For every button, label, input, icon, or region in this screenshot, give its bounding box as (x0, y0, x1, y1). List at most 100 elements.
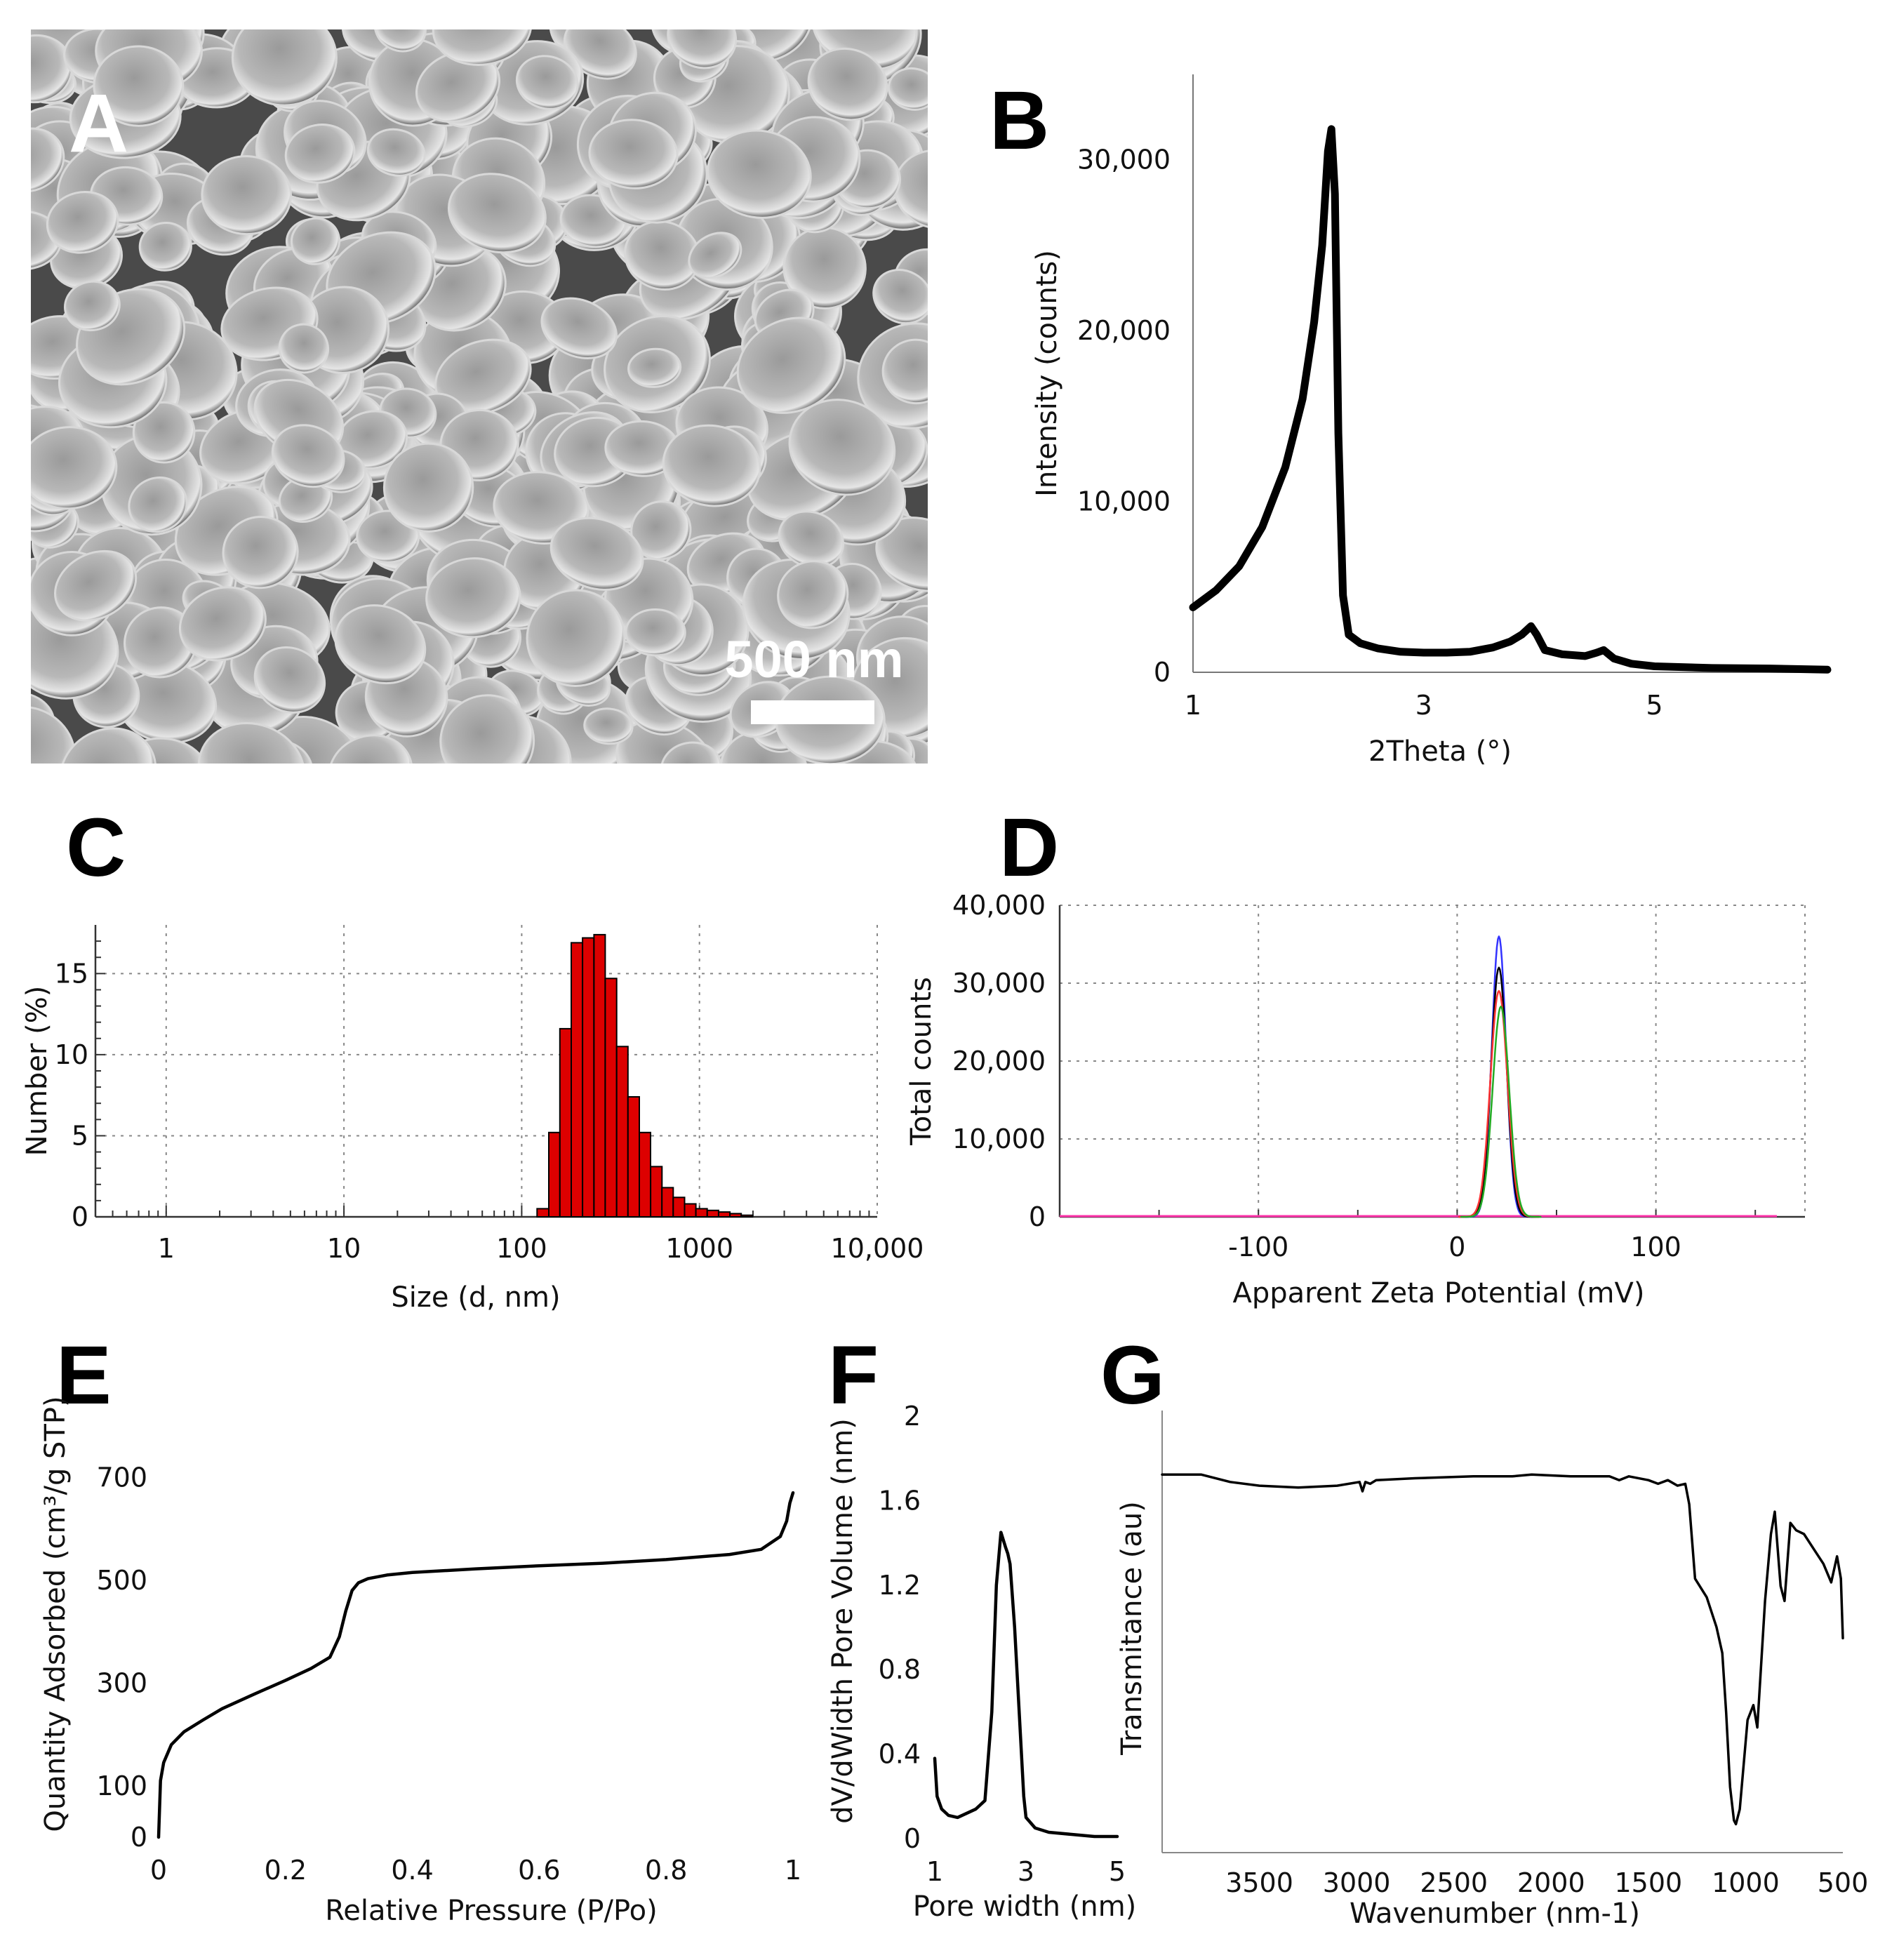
sem-particle (777, 560, 849, 629)
f-y-tick-label: 2 (904, 1401, 921, 1432)
sem-particle (688, 232, 742, 279)
d-series-line-1 (1458, 935, 1540, 1218)
sem-particle (667, 29, 738, 69)
sem-particle (231, 29, 338, 107)
f-y-tick-label: 0.4 (879, 1739, 921, 1770)
e-y-tick-label: 100 (96, 1771, 147, 1801)
c-y-tick-label: 0 (72, 1201, 88, 1232)
b-y-tick-label: 0 (1154, 657, 1171, 688)
c-histogram-bar (582, 937, 595, 1218)
sem-particle (625, 608, 686, 657)
sem-particle (515, 55, 579, 110)
b-series-line (1189, 125, 1832, 674)
c-histogram-bar (627, 1096, 640, 1218)
c-x-tick-label: 1000 (665, 1233, 733, 1264)
sem-particle (432, 29, 533, 66)
f-y-tick-label: 1.2 (879, 1570, 921, 1601)
c-histogram-bar (559, 1027, 572, 1218)
e-y-tick-label: 300 (96, 1667, 147, 1698)
g-x-axis-label: Wavenumber (nm-1) (1350, 1898, 1640, 1930)
sem-particle (201, 155, 292, 236)
e-y-tick-label: 700 (96, 1462, 147, 1493)
e-x-tick-label: 0.4 (391, 1855, 433, 1886)
d-series-line-2 (1458, 966, 1540, 1218)
e-y-tick-label: 500 (96, 1565, 147, 1596)
chart-g-ftir: 3500 3000 2500 2000 1500 1000 500 Wavenumber (n… (1116, 1411, 1868, 1930)
sem-particle (526, 589, 626, 687)
c-y-tick-label: 10 (55, 1039, 88, 1070)
sem-particle (222, 515, 299, 589)
e-x-tick-label: 0.2 (265, 1855, 307, 1886)
c-histogram-bar (740, 1214, 754, 1218)
b-y-tick-label: 10,000 (1077, 486, 1171, 517)
e-x-tick-label: 1 (785, 1855, 801, 1886)
panel-f-letter: F (828, 1329, 879, 1422)
sem-particle (278, 323, 330, 374)
d-y-tick-label: 20,000 (952, 1046, 1046, 1076)
c-histogram-bar (615, 1046, 629, 1218)
sem-particle (271, 424, 345, 488)
sem-particle (54, 549, 138, 622)
sem-particle (31, 705, 76, 764)
c-x-axis-label: Size (d, nm) (391, 1281, 560, 1314)
c-histogram-bar (536, 1208, 549, 1218)
sem-particle (706, 129, 812, 219)
c-histogram-bar (571, 942, 584, 1218)
sem-particle (59, 727, 157, 764)
c-y-axis-label: Number (%) (21, 986, 53, 1156)
f-y-axis-label: dV/dWidth Pore Volume (nm) (827, 1418, 859, 1824)
d-y-axis-label: Total counts (905, 977, 938, 1146)
e-y-axis-label: Quantity Adsorbed (cm³/g STP) (39, 1396, 72, 1832)
c-histogram-bar (650, 1166, 663, 1218)
f-x-tick-label: 5 (1109, 1856, 1126, 1887)
b-y-tick-label: 20,000 (1077, 315, 1171, 346)
sem-particle (31, 426, 118, 510)
g-y-axis-label: Transmitance (au) (1116, 1501, 1148, 1756)
panel-a: 500 nm A (31, 29, 928, 764)
sem-particle (93, 45, 185, 127)
sem-particle (563, 29, 637, 80)
c-y-tick-label: 5 (72, 1120, 88, 1151)
f-y-tick-label: 1.6 (879, 1485, 921, 1516)
sem-particle (290, 217, 341, 265)
sem-particle (583, 707, 634, 745)
sem-particle (253, 646, 326, 714)
g-x-tick-label: 500 (1818, 1867, 1869, 1898)
e-x-tick-label: 0.8 (645, 1855, 687, 1886)
panel-c-letter: C (66, 801, 126, 894)
c-histogram-bar (695, 1208, 708, 1218)
c-y-tick-label: 15 (55, 958, 88, 989)
c-histogram-bar (729, 1213, 742, 1218)
b-y-axis-label: Intensity (counts) (1031, 250, 1063, 497)
e-x-tick-label: 0.6 (518, 1855, 560, 1886)
b-x-tick-label: 3 (1415, 690, 1432, 721)
b-x-tick-label: 5 (1646, 690, 1663, 721)
g-x-tick-label: 2000 (1517, 1867, 1585, 1898)
f-x-axis-label: Pore width (nm) (913, 1891, 1137, 1923)
c-histogram-bar (684, 1203, 697, 1218)
d-y-tick-label: 30,000 (952, 968, 1046, 999)
panel-a-letter: A (69, 77, 128, 170)
g-series-line (1161, 1473, 1844, 1826)
sem-particle (439, 694, 535, 764)
c-histogram-bar (639, 1131, 651, 1218)
sem-particle (549, 516, 644, 591)
b-x-tick-label: 1 (1185, 690, 1201, 721)
sem-particle (662, 424, 761, 507)
sem-particle (415, 51, 501, 123)
e-x-tick-label: 0 (150, 1855, 167, 1886)
sem-particle (807, 47, 888, 121)
sem-particle (382, 442, 474, 533)
d-y-tick-label: 10,000 (952, 1124, 1046, 1154)
c-histogram-bar (706, 1209, 719, 1218)
b-y-tick-label: 30,000 (1077, 145, 1171, 175)
sem-particle (328, 734, 413, 764)
g-x-tick-label: 3500 (1225, 1867, 1293, 1898)
sem-particle (872, 269, 928, 325)
c-histogram-bar (717, 1211, 731, 1218)
f-y-tick-label: 0 (904, 1823, 921, 1854)
sem-particle (540, 297, 618, 360)
sem-particle (887, 67, 928, 111)
f-series-line (933, 1531, 1119, 1839)
